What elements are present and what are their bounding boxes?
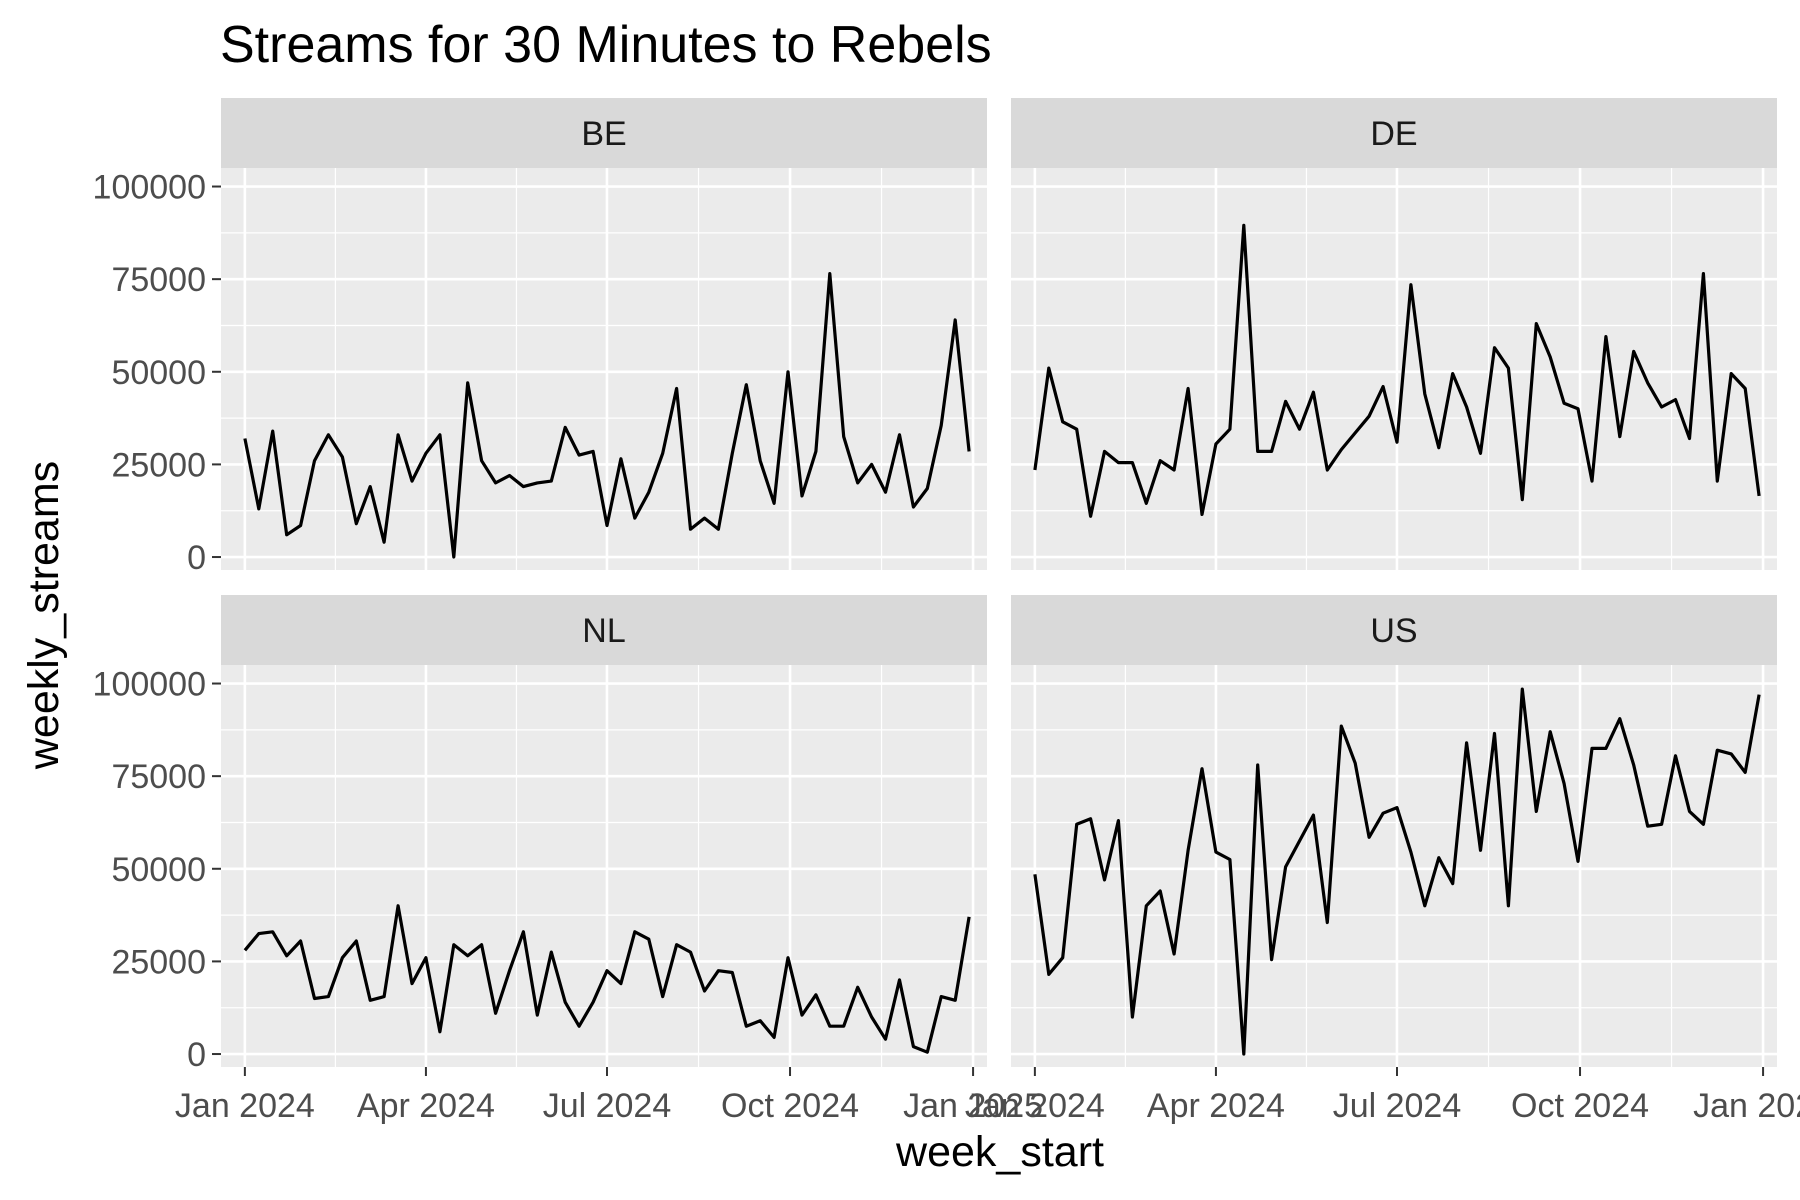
x-axis-title: week_start: [895, 1128, 1104, 1176]
facet-strip-label: BE: [581, 115, 626, 153]
x-tick-label: Apr 2024: [1147, 1087, 1285, 1125]
y-tick-label: 75000: [111, 261, 206, 299]
panel-background: [1011, 168, 1777, 570]
series-line-de: [1033, 223, 1761, 518]
facet-panel-us: US: [1011, 595, 1777, 1067]
facet-strip-label: DE: [1370, 115, 1417, 153]
y-tick-label: 0: [187, 1036, 206, 1074]
facet-strip: [1011, 595, 1777, 665]
y-tick-label: 100000: [93, 666, 206, 704]
x-tick-label: Apr 2024: [357, 1087, 495, 1125]
x-tick-label: Jan 2024: [965, 1087, 1105, 1125]
y-tick-label: 100000: [93, 169, 206, 207]
y-axis-ticks: 0 25000 50000 75000 100000 0 25000 50000 75000 10…: [93, 169, 221, 1074]
x-tick-label: Oct 2024: [1511, 1087, 1649, 1125]
y-tick-label: 75000: [111, 758, 206, 796]
y-tick-label: 50000: [111, 354, 206, 392]
facet-panel-be: BE: [221, 98, 987, 570]
facet-panel-nl: NL: [221, 595, 987, 1067]
facet-panel-de: DE: [1011, 98, 1777, 570]
x-tick-label: Oct 2024: [721, 1087, 859, 1125]
facet-strip-label: US: [1370, 612, 1417, 650]
y-axis-title: weekly_streams: [20, 461, 68, 770]
x-axis-ticks: Jan 2024 Apr 2024 Jul 2024 Oct 2024 Jan 2025…: [175, 1067, 1800, 1125]
facet-strip-label: NL: [582, 612, 625, 650]
series-line-nl: [243, 904, 971, 1054]
y-tick-label: 50000: [111, 851, 206, 889]
series-line-be: [243, 272, 971, 559]
x-tick-label: Jan 2025: [903, 1087, 1043, 1125]
x-tick-label: Jan 2025: [1693, 1087, 1800, 1125]
chart-title: Streams for 30 Minutes to Rebels: [220, 16, 992, 74]
facet-strip: [221, 98, 987, 168]
y-tick-label: 25000: [111, 943, 206, 981]
x-tick-label: Jul 2024: [1333, 1087, 1462, 1125]
panel-background: [221, 665, 987, 1067]
y-tick-label: 25000: [111, 446, 206, 484]
facet-strip: [1011, 98, 1777, 168]
series-line-us: [1033, 687, 1761, 1056]
x-tick-label: Jul 2024: [543, 1087, 672, 1125]
panel-background: [1011, 665, 1777, 1067]
x-tick-label: Jan 2024: [175, 1087, 315, 1125]
facet-strip: [221, 595, 987, 665]
facet-panels: BE DE NL US: [221, 98, 1777, 1067]
y-tick-label: 0: [187, 539, 206, 577]
